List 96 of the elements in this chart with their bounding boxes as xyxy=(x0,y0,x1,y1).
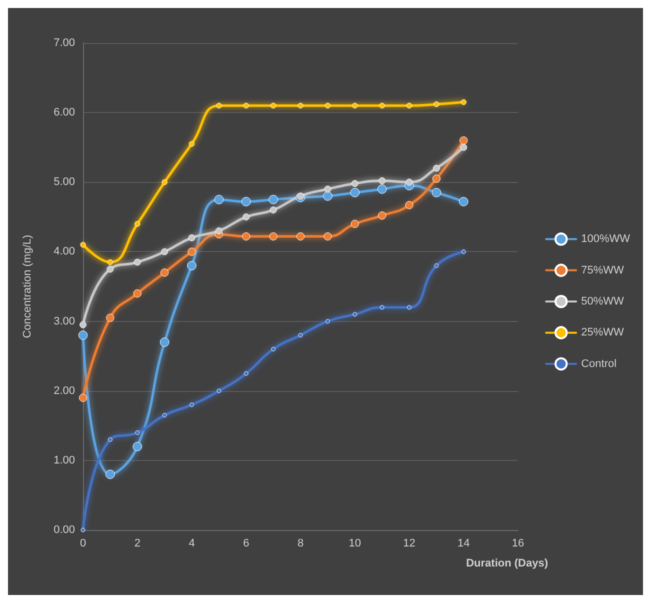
point xyxy=(133,289,142,298)
point xyxy=(406,178,413,186)
point xyxy=(78,330,88,340)
point xyxy=(377,184,387,194)
y-tick-label: 2.00 xyxy=(54,384,75,397)
point xyxy=(188,141,195,147)
point xyxy=(188,234,196,242)
legend-label: 25%WW xyxy=(581,326,624,339)
point xyxy=(298,332,303,338)
point xyxy=(134,221,140,227)
y-tick-label: 1.00 xyxy=(54,454,75,466)
point xyxy=(432,164,440,172)
point xyxy=(162,179,168,185)
point xyxy=(325,319,330,324)
point xyxy=(187,260,196,270)
x-tick-label: 10 xyxy=(348,538,361,550)
point xyxy=(161,248,168,256)
point xyxy=(107,259,114,265)
y-tick-label: 6.00 xyxy=(54,106,75,119)
y-tick-label: 3.00 xyxy=(54,315,75,328)
point xyxy=(432,188,442,198)
y-tick-label: 0.00 xyxy=(54,524,75,536)
point xyxy=(214,194,224,204)
point xyxy=(106,470,115,479)
point xyxy=(134,258,141,266)
point xyxy=(188,248,196,256)
point xyxy=(323,191,332,201)
point xyxy=(406,102,412,108)
x-tick-label: 8 xyxy=(297,538,304,550)
point xyxy=(352,102,358,108)
point xyxy=(108,437,112,442)
point xyxy=(80,528,86,532)
x-tick-label: 4 xyxy=(188,538,195,550)
point xyxy=(352,312,358,317)
point xyxy=(269,232,278,240)
point xyxy=(244,371,248,376)
point xyxy=(271,346,276,352)
x-tick-label: 0 xyxy=(80,538,86,550)
point xyxy=(135,430,140,435)
legend-label: 75%WW xyxy=(581,264,624,276)
point xyxy=(324,186,332,193)
point xyxy=(297,192,304,200)
point xyxy=(405,201,414,210)
point xyxy=(298,102,304,108)
point xyxy=(350,220,359,228)
point xyxy=(432,174,440,183)
point xyxy=(241,196,251,206)
y-tick-label: 4.00 xyxy=(54,246,75,258)
point xyxy=(243,102,249,108)
point xyxy=(378,177,386,184)
point xyxy=(242,213,250,220)
point xyxy=(458,196,468,206)
point xyxy=(160,268,169,277)
point xyxy=(106,266,114,273)
point xyxy=(461,249,466,254)
point xyxy=(106,314,114,322)
y-tick-label: 5.00 xyxy=(54,176,75,188)
point xyxy=(270,206,277,214)
legend-label: 50%WW xyxy=(581,296,624,308)
point xyxy=(242,232,250,240)
point xyxy=(407,305,412,310)
point xyxy=(132,442,142,452)
point xyxy=(434,263,439,268)
x-tick-label: 16 xyxy=(512,538,524,550)
point xyxy=(460,99,466,105)
point xyxy=(380,305,384,310)
x-axis-title: Duration (Days) xyxy=(466,558,548,570)
point xyxy=(324,102,331,108)
point xyxy=(350,188,360,198)
point xyxy=(324,232,332,240)
x-tick-label: 12 xyxy=(403,538,416,550)
point xyxy=(78,394,88,402)
y-axis-title: Concentration (mg/L) xyxy=(22,234,34,338)
point xyxy=(460,136,468,144)
point xyxy=(378,211,386,220)
legend-label: 100%WW xyxy=(581,233,631,246)
point xyxy=(80,321,86,328)
point xyxy=(162,412,167,418)
point xyxy=(190,402,194,408)
point xyxy=(216,388,222,394)
legend-label: Control xyxy=(581,358,617,370)
y-tick-label: 7.00 xyxy=(54,37,75,49)
x-tick-label: 6 xyxy=(243,538,250,550)
point xyxy=(434,101,440,108)
point xyxy=(379,102,385,108)
point xyxy=(351,180,358,187)
point xyxy=(296,232,305,240)
point xyxy=(268,194,278,204)
point xyxy=(215,227,222,234)
point xyxy=(460,144,468,151)
point xyxy=(270,102,276,108)
point xyxy=(216,102,222,108)
point xyxy=(80,242,86,248)
x-tick-label: 14 xyxy=(458,538,470,550)
x-tick-label: 2 xyxy=(134,538,140,550)
point xyxy=(160,338,170,347)
